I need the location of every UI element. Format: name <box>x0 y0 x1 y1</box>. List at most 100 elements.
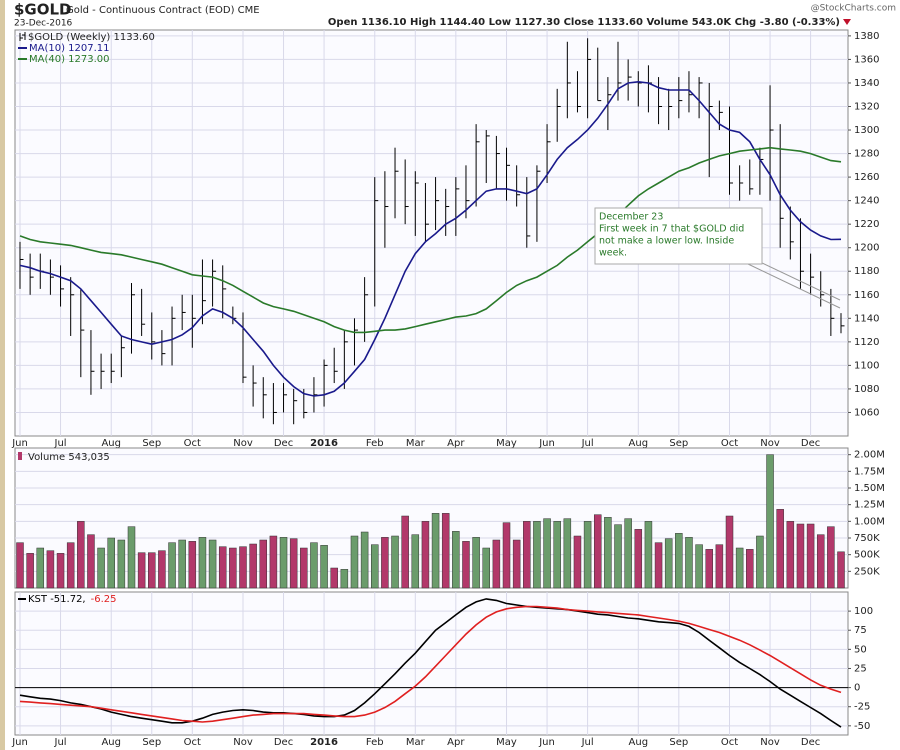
x-tick-label: Nov <box>760 737 780 748</box>
y-tick-label: 1.50M <box>854 483 885 494</box>
y-tick-label: 25 <box>854 663 867 674</box>
y-tick-label: -50 <box>854 721 870 732</box>
bar <box>137 552 146 589</box>
x-tick-label: Nov <box>233 438 253 449</box>
bar <box>593 514 602 589</box>
y-tick-label: -25 <box>854 702 870 713</box>
symbol: $GOLD <box>14 1 72 19</box>
down-arrow <box>843 19 851 25</box>
bar <box>66 542 75 589</box>
bar <box>229 547 237 589</box>
y-tick-label: 1100 <box>854 360 879 371</box>
y-tick-label: 1380 <box>854 31 879 42</box>
legend-icon <box>18 452 22 460</box>
x-tick-label: Sep <box>669 438 688 449</box>
x-tick-label: Aug <box>629 737 649 748</box>
x-tick-label: Oct <box>184 737 201 748</box>
bar <box>148 552 156 589</box>
x-tick-label: Apr <box>447 737 465 748</box>
x-tick-label: Apr <box>447 438 465 449</box>
bar <box>695 544 703 589</box>
bar <box>806 523 815 589</box>
bar <box>340 569 349 589</box>
y-tick-label: 500K <box>854 550 880 561</box>
bar <box>452 531 460 589</box>
x-tick-label: Aug <box>629 438 649 449</box>
bar <box>97 547 105 589</box>
bar <box>543 518 551 589</box>
y-tick-label: 1260 <box>854 172 879 183</box>
legend-label: KST -51.72, <box>28 594 86 605</box>
y-tick-label: 1360 <box>854 54 879 65</box>
x-tick-label: Mar <box>406 438 426 449</box>
x-tick-label: Nov <box>233 737 253 748</box>
bar <box>756 535 764 589</box>
x-tick-label: Jul <box>54 737 67 748</box>
bar <box>36 547 45 589</box>
quote: Open 1136.10 High 1144.40 Low 1127.30 Cl… <box>328 17 840 28</box>
bar <box>583 521 592 589</box>
y-tick-label: 1220 <box>854 219 879 230</box>
bar <box>563 518 572 589</box>
bar <box>624 518 632 589</box>
bar <box>350 535 359 589</box>
panel <box>14 591 849 736</box>
x-tick-label: Feb <box>366 737 384 748</box>
x-tick-label: Aug <box>101 438 121 449</box>
bar <box>158 550 166 589</box>
y-tick-label: 2.00M <box>854 450 885 461</box>
y-tick-label: 1240 <box>854 196 879 207</box>
x-tick-label: Sep <box>142 438 161 449</box>
bar <box>472 537 480 589</box>
annotation: December 23 First week in 7 that $GOLD d… <box>594 207 841 309</box>
annotation-line: week. <box>599 248 627 259</box>
bar <box>198 537 207 589</box>
annotation-line: not make a lower low. Inside <box>599 236 734 247</box>
legend-label: MA(40) 1273.00 <box>29 54 110 65</box>
bar <box>16 542 24 589</box>
x-tick-label: Jul <box>54 438 67 449</box>
instrument-name: Gold - Continuous Contract (EOD) CME <box>66 5 260 16</box>
annotation-box <box>594 207 763 265</box>
bar <box>168 542 176 589</box>
bar <box>381 537 389 589</box>
line <box>19 598 842 728</box>
line <box>19 80 842 397</box>
legend-label: MA(10) 1207.11 <box>29 43 110 54</box>
x-tick-label: Feb <box>366 438 384 449</box>
x-tick-label: Aug <box>101 737 121 748</box>
bar <box>482 547 490 589</box>
bar <box>604 517 612 589</box>
y-tick-label: 1160 <box>854 290 879 301</box>
bar <box>320 545 328 589</box>
bar <box>644 521 653 589</box>
y-tick-label: 250K <box>854 566 880 577</box>
bar <box>502 522 511 589</box>
x-tick-label: Oct <box>721 737 738 748</box>
pointer <box>759 261 841 301</box>
bar <box>796 523 805 589</box>
bar <box>269 535 278 589</box>
bar <box>46 550 55 589</box>
x-tick-label: Sep <box>142 737 161 748</box>
y-tick-label: 1180 <box>854 266 879 277</box>
legend-icon <box>19 32 26 41</box>
bar <box>634 529 643 589</box>
x-tick-label: Jun <box>538 438 555 449</box>
annotation-line: First week in 7 that $GOLD did <box>599 224 744 235</box>
y-tick-label: 1.00M <box>854 516 885 527</box>
bar <box>675 533 683 589</box>
x-tick-label: Dec <box>274 737 293 748</box>
bar <box>310 542 318 589</box>
bar <box>300 547 308 589</box>
y-tick-label: 1200 <box>854 243 879 254</box>
y-tick-label: 50 <box>854 644 867 655</box>
bar <box>533 521 541 589</box>
x-tick-label: Dec <box>801 438 820 449</box>
y-tick-label: 1140 <box>854 313 879 324</box>
y-tick-label: 100 <box>854 606 873 617</box>
bar <box>523 521 531 589</box>
x-tick-label: May <box>496 737 517 748</box>
bar <box>725 515 734 589</box>
